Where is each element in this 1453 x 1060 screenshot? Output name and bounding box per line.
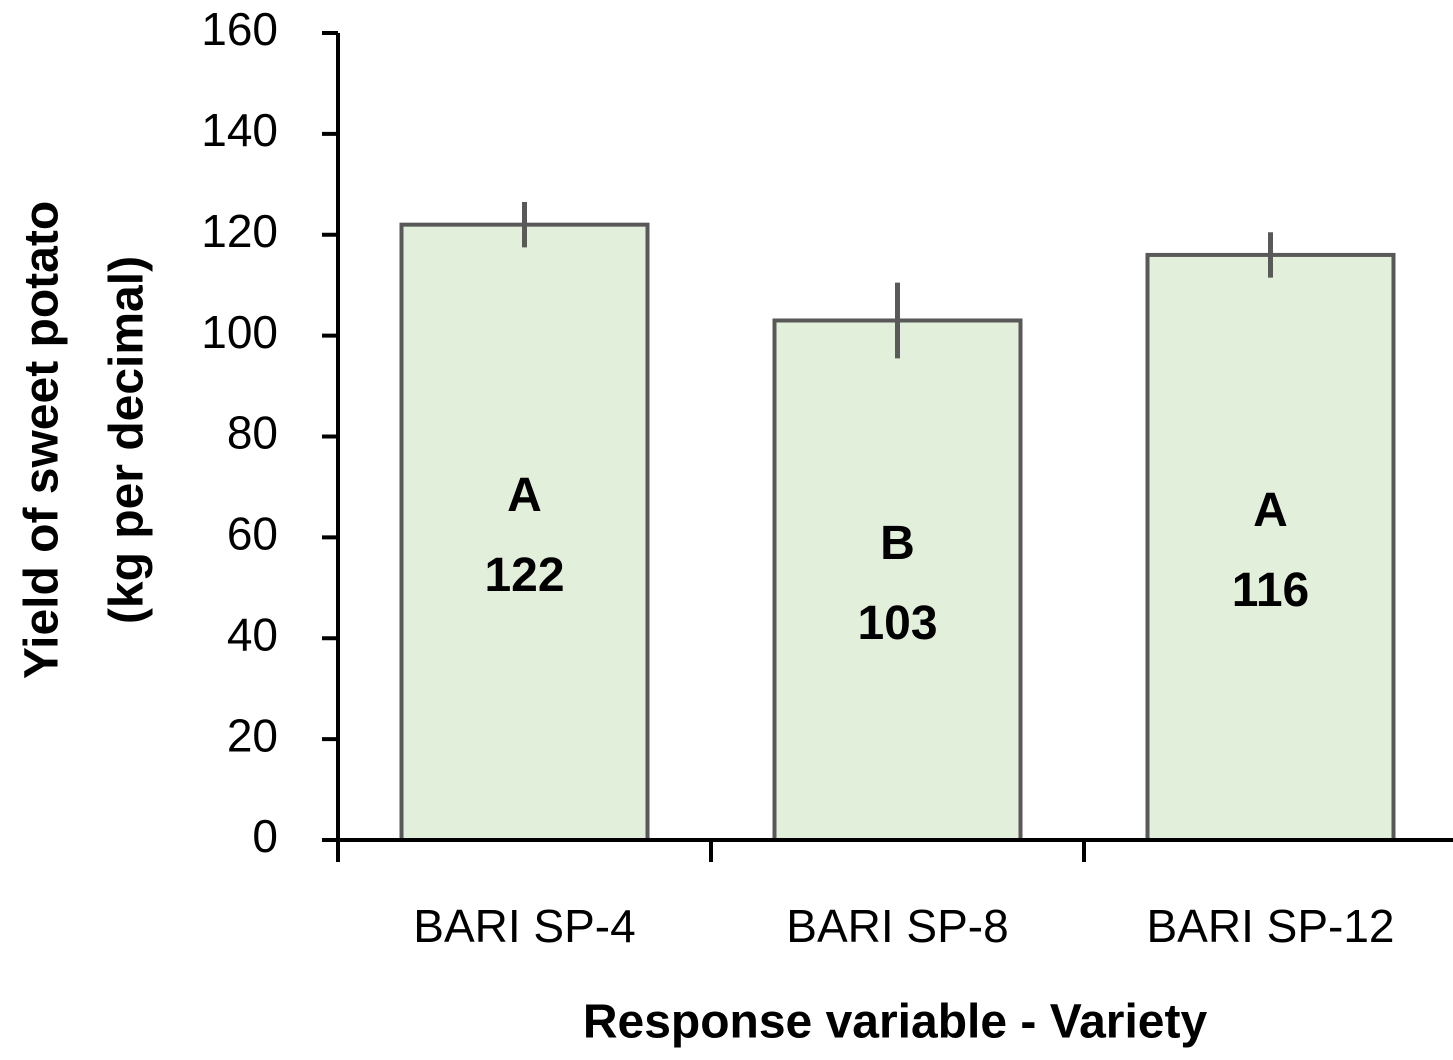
bar: [772, 318, 1023, 842]
y-tick-label: 20: [227, 709, 278, 761]
significance-letter: A: [1253, 484, 1288, 537]
y-tick-label: 160: [201, 3, 278, 55]
y-tick-label: 40: [227, 608, 278, 660]
significance-letter: B: [880, 517, 915, 570]
y-axis-title: Yield of sweet potato: [16, 201, 69, 679]
y-tick-label: 120: [201, 205, 278, 257]
y-axis-title: (kg per decimal): [101, 256, 154, 624]
y-tick-label: 60: [227, 508, 278, 560]
x-tick-label: BARI SP-4: [413, 900, 635, 952]
y-tick-label: 80: [227, 407, 278, 459]
y-tick-label: 140: [201, 104, 278, 156]
significance-letter: A: [507, 469, 542, 522]
bar: [1145, 252, 1396, 843]
x-tick-label: BARI SP-8: [786, 900, 1008, 952]
x-axis-title: Response variable - Variety: [583, 996, 1208, 1049]
y-tick-label: 100: [201, 306, 278, 358]
y-tick-label: 0: [252, 810, 278, 862]
data-label: 103: [857, 597, 937, 650]
data-label: 122: [484, 549, 564, 602]
data-label: 116: [1232, 564, 1309, 617]
bar: [399, 222, 650, 843]
x-tick-label: BARI SP-12: [1147, 900, 1395, 952]
